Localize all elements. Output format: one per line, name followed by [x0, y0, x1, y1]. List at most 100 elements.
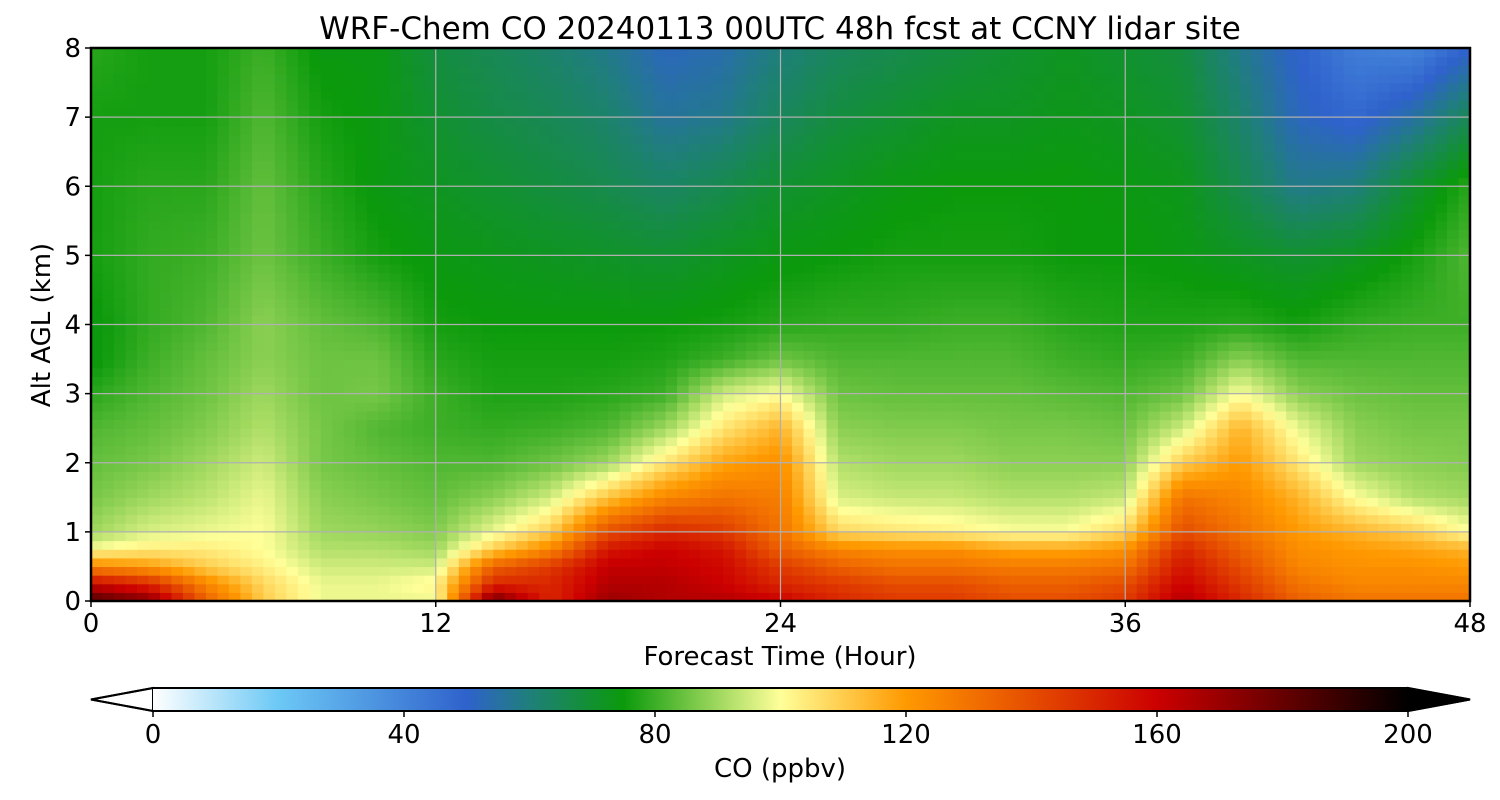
heatmap-cell: [769, 324, 782, 334]
heatmap-cell: [470, 454, 483, 464]
heatmap-cell: [987, 514, 1000, 524]
heatmap-cell: [723, 436, 736, 447]
heatmap-cell: [539, 592, 552, 601]
heatmap-cell: [1263, 471, 1276, 481]
heatmap-cell: [723, 376, 736, 386]
heatmap-cell: [389, 566, 402, 576]
heatmap-cell: [1102, 402, 1115, 412]
heatmap-cell: [573, 367, 586, 377]
heatmap-cell: [1125, 315, 1138, 326]
heatmap-cell: [412, 505, 425, 516]
heatmap-cell: [539, 281, 552, 291]
heatmap-cell: [424, 488, 437, 498]
heatmap-cell: [1056, 436, 1069, 447]
heatmap-cell: [1389, 592, 1402, 601]
heatmap-cell: [1102, 367, 1115, 377]
heatmap-cell: [1148, 298, 1161, 308]
heatmap-cell: [389, 505, 402, 516]
heatmap-cell: [872, 462, 885, 472]
heatmap-cell: [975, 367, 988, 377]
heatmap-cell: [1194, 333, 1207, 343]
heatmap-cell: [136, 436, 150, 447]
heatmap-cell: [987, 324, 1000, 334]
heatmap-cell: [573, 307, 586, 317]
heatmap-cell: [355, 436, 368, 447]
heatmap-cell: [343, 531, 356, 542]
heatmap-cell: [677, 272, 690, 282]
heatmap-cell: [263, 514, 276, 524]
heatmap-cell: [895, 549, 908, 559]
heatmap-cell: [585, 333, 598, 343]
heatmap-cell: [332, 393, 345, 403]
heatmap-cell: [872, 367, 885, 377]
heatmap-cell: [1424, 566, 1437, 576]
heatmap-cell: [182, 592, 196, 601]
heatmap-cell: [837, 419, 851, 429]
heatmap-cell: [447, 462, 460, 472]
heatmap-cell: [113, 505, 127, 516]
heatmap-cell: [585, 514, 598, 524]
heatmap-cell: [1102, 462, 1115, 472]
heatmap-cell: [723, 341, 736, 352]
heatmap-cell: [1010, 419, 1023, 429]
heatmap-cell: [803, 462, 816, 472]
heatmap-cell: [677, 289, 690, 300]
heatmap-cell: [493, 238, 506, 248]
heatmap-cell: [481, 419, 494, 429]
heatmap-cell: [182, 307, 196, 317]
heatmap-cell: [998, 549, 1011, 559]
heatmap-cell: [240, 359, 253, 369]
heatmap-cell: [159, 436, 173, 447]
heatmap-cell: [1263, 246, 1276, 256]
heatmap-cell: [251, 341, 264, 352]
heatmap-cell: [550, 402, 563, 412]
heatmap-cell: [895, 264, 908, 274]
heatmap-cell: [1355, 454, 1368, 464]
heatmap-cell: [711, 497, 724, 507]
heatmap-cell: [596, 289, 609, 300]
heatmap-cell: [1332, 289, 1345, 300]
heatmap-cell: [263, 557, 276, 568]
heatmap-cell: [975, 307, 988, 317]
heatmap-cell: [814, 592, 828, 601]
heatmap-cell: [343, 410, 356, 421]
heatmap-cell: [309, 583, 322, 593]
heatmap-cell: [320, 272, 333, 282]
heatmap-cell: [332, 419, 345, 429]
heatmap-cell: [435, 454, 448, 464]
heatmap-cell: [125, 505, 138, 516]
heatmap-cell: [849, 393, 862, 403]
heatmap-cell: [516, 376, 529, 386]
heatmap-cell: [941, 445, 954, 455]
heatmap-cell: [814, 436, 828, 447]
heatmap-cell: [837, 505, 851, 516]
heatmap-cell: [860, 428, 874, 438]
heatmap-cell: [895, 341, 908, 352]
heatmap-cell: [320, 445, 333, 455]
heatmap-cell: [1228, 341, 1241, 352]
heatmap-cell: [1021, 307, 1034, 317]
heatmap-cell: [159, 359, 173, 369]
heatmap-cell: [159, 454, 173, 464]
heatmap-cell: [205, 333, 219, 343]
heatmap-cell: [1435, 454, 1448, 464]
heatmap-cell: [527, 497, 540, 507]
heatmap-cell: [837, 454, 851, 464]
heatmap-cell: [332, 324, 345, 334]
heatmap-cell: [1263, 350, 1276, 360]
heatmap-cell: [952, 436, 965, 447]
heatmap-cell: [251, 324, 264, 334]
heatmap-cell: [481, 549, 494, 559]
heatmap-cell: [539, 410, 552, 421]
heatmap-cell: [1251, 514, 1264, 524]
heatmap-cell: [573, 471, 586, 481]
heatmap-cell: [401, 540, 414, 550]
heatmap-cell: [1458, 445, 1470, 455]
heatmap-cell: [1320, 436, 1333, 447]
heatmap-cell: [734, 471, 747, 481]
heatmap-cell: [941, 359, 954, 369]
heatmap-cell: [665, 514, 678, 524]
heatmap-cell: [1079, 350, 1092, 360]
heatmap-cell: [1263, 480, 1276, 490]
heatmap-cell: [1309, 454, 1322, 464]
